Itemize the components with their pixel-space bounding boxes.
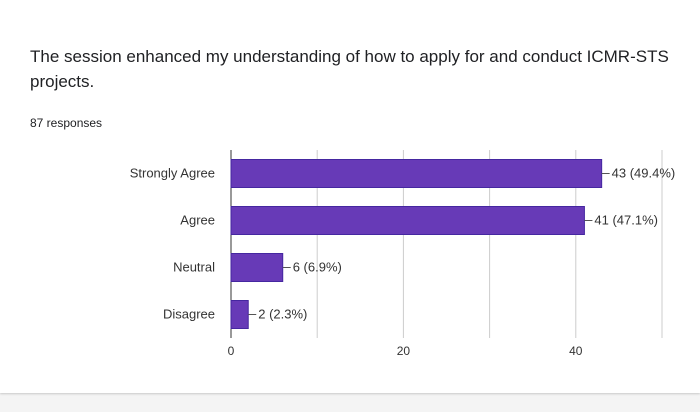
bar [230, 300, 249, 329]
x-tick-label: 0 [228, 344, 235, 358]
x-tick-label: 20 [397, 344, 411, 358]
response-summary-card: The session enhanced my understanding of… [0, 0, 700, 393]
data-label: 6 (6.9%) [293, 260, 342, 275]
bar [230, 159, 603, 188]
data-label: 43 (49.4%) [612, 166, 676, 181]
category-label: Agree [180, 213, 215, 228]
bar [230, 253, 284, 282]
category-label: Strongly Agree [130, 166, 215, 181]
data-label: 2 (2.3%) [258, 307, 307, 322]
category-label: Neutral [173, 260, 215, 275]
response-count: 87 responses [30, 116, 103, 130]
x-tick-label: 40 [569, 344, 583, 358]
bar [230, 206, 585, 235]
question-title: The session enhanced my understanding of… [30, 47, 669, 91]
category-label: Disagree [163, 307, 215, 322]
data-label: 41 (47.1%) [594, 213, 658, 228]
